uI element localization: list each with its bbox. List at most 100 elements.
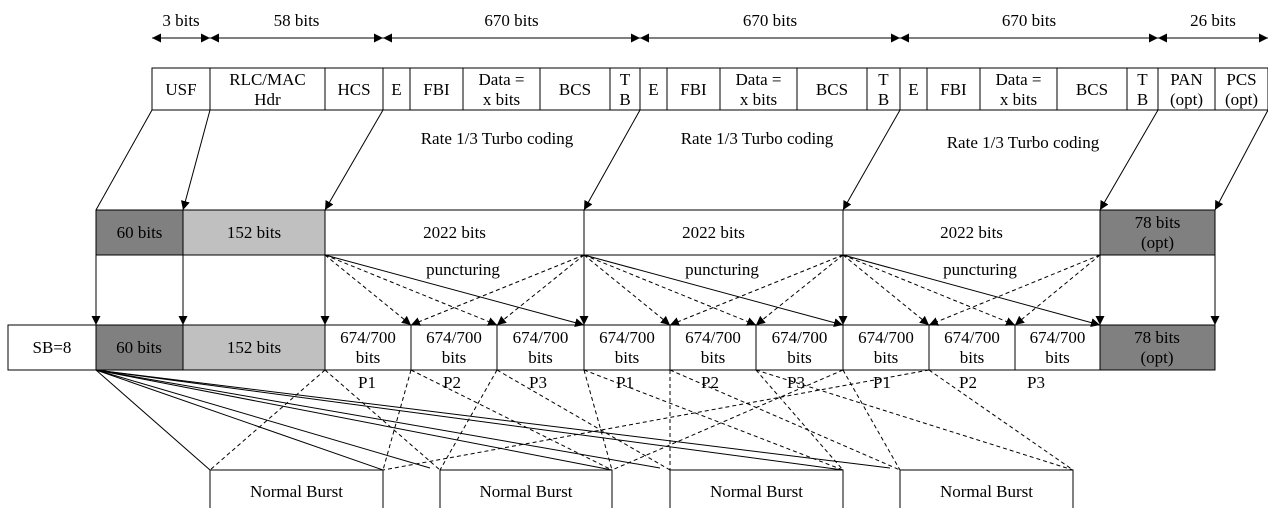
- coded-block: [583, 209, 844, 256]
- punctured-block: [324, 324, 412, 371]
- interleaving-line: [842, 369, 901, 471]
- interleaving-line: [755, 369, 844, 471]
- header-field: [796, 67, 868, 111]
- header-field-label: E: [648, 80, 658, 99]
- interleaving-line: [496, 369, 671, 471]
- header-block-label: 152 bits: [227, 338, 281, 357]
- connector-line: [95, 369, 661, 469]
- connector-line: [583, 109, 641, 211]
- puncturing-label: puncturing: [426, 260, 500, 279]
- connector-line: [842, 254, 930, 326]
- connector-line: [583, 254, 844, 327]
- connector-line: [755, 254, 844, 326]
- puncturing-scheme-label: P2: [701, 373, 719, 392]
- connector-line: [181, 109, 211, 211]
- connector-line: [410, 254, 585, 326]
- connector-line: [95, 369, 384, 471]
- header-field-label: BCS: [816, 80, 848, 99]
- header-field: [1214, 67, 1268, 111]
- normal-burst-box: [209, 469, 384, 508]
- interleaving-line: [755, 369, 1074, 471]
- tail-block: [1099, 324, 1216, 371]
- puncturing-label: puncturing: [685, 260, 759, 279]
- punctured-block-label: 674/700 bits: [340, 328, 396, 367]
- interleaving-line: [209, 369, 326, 471]
- connector-line: [95, 369, 613, 471]
- punctured-blocks-row: SB=8 60 bits 152 bits 674/700 bits 674/700 bit…: [7, 324, 1216, 371]
- tail-block-label: 78 bits (opt): [1134, 328, 1180, 367]
- header-field-label: FBI: [940, 80, 967, 99]
- normal-burst-box: [439, 469, 613, 508]
- normal-burst-box: [899, 469, 1074, 508]
- coded-block-label: 152 bits: [227, 223, 281, 242]
- punctured-block-label: 674/700 bits: [772, 328, 828, 367]
- connector-line: [583, 254, 671, 326]
- punctured-block: [755, 324, 844, 371]
- header-field: [609, 67, 641, 111]
- header-field-label: HCS: [337, 80, 370, 99]
- header-field-label: USF: [165, 80, 196, 99]
- header-field-label: FBI: [680, 80, 707, 99]
- connector-line: [842, 254, 1101, 327]
- connector-line: [928, 254, 1101, 326]
- header-field: [899, 67, 928, 111]
- puncturing-scheme-label: P2: [959, 373, 977, 392]
- interleaving-line: [382, 369, 412, 471]
- turbo-coding-label: Rate 1/3 Turbo coding: [947, 133, 1100, 152]
- bit-width-label: 670 bits: [743, 11, 797, 30]
- header-field-label: PAN (opt): [1170, 70, 1203, 109]
- bit-width-label: 670 bits: [484, 11, 538, 30]
- puncturing-label: puncturing: [943, 260, 1017, 279]
- connector-line: [842, 109, 901, 211]
- interleaving-line: [410, 369, 613, 471]
- puncturing-scheme-label: P1: [616, 373, 634, 392]
- header-field: [979, 67, 1058, 111]
- punctured-block-label: 674/700 bits: [513, 328, 569, 367]
- header-field: [666, 67, 721, 111]
- turbo-coding-label: Rate 1/3 Turbo coding: [681, 129, 834, 148]
- coded-block-label: 78 bits (opt): [1135, 213, 1181, 252]
- header-field-label: PCS (opt): [1225, 70, 1258, 109]
- punctured-block-label: 674/700 bits: [685, 328, 741, 367]
- puncturing-scheme-label: P1: [358, 373, 376, 392]
- puncturing-scheme-labels: P1 P2 P3 P1 P2 P3 P1 P2 P3: [358, 373, 1045, 392]
- header-field: [926, 67, 981, 111]
- connector-line: [1214, 109, 1268, 211]
- header-field-label: BCS: [1076, 80, 1108, 99]
- normal-burst-label: Normal Burst: [940, 482, 1033, 501]
- connector-line: [95, 369, 431, 469]
- header-fields-row: USF RLC/MAC Hdr HCS E FBI Data = x bits BCS T B E FB…: [151, 67, 1268, 111]
- turbo-coding-labels: Rate 1/3 Turbo coding Rate 1/3 Turbo codi…: [421, 129, 1100, 152]
- punctured-block: [928, 324, 1016, 371]
- bit-width-label: 670 bits: [1002, 11, 1056, 30]
- punctured-block-label: 674/700 bits: [426, 328, 482, 367]
- connector-line: [1014, 254, 1101, 326]
- puncturing-scheme-label: P2: [443, 373, 461, 392]
- connector-line: [842, 254, 1016, 326]
- punctured-block-label: 674/700 bits: [944, 328, 1000, 367]
- connector-line: [669, 254, 844, 326]
- coded-block-label: 60 bits: [117, 223, 163, 242]
- header-field-label: E: [391, 80, 401, 99]
- interleaving-line: [382, 369, 930, 471]
- connector-line: [95, 369, 844, 471]
- punctured-block-label: 674/700 bits: [858, 328, 914, 367]
- stealing-bits-block: [7, 324, 97, 371]
- header-field: [1157, 67, 1216, 111]
- normal-burst-label: Normal Burst: [479, 482, 572, 501]
- coded-block: [324, 209, 585, 256]
- connector-line: [1099, 109, 1159, 211]
- normal-burst-label: Normal Burst: [710, 482, 803, 501]
- coded-block: [95, 209, 184, 256]
- puncturing-scheme-label: P3: [1027, 373, 1045, 392]
- coded-blocks-row: 60 bits 152 bits 2022 bits 2022 bits 2022 bi…: [95, 209, 1216, 256]
- bit-width-row: 3 bits 58 bits 670 bits 670 bits 670 bits 26 …: [152, 11, 1268, 43]
- bit-width-label: 3 bits: [162, 11, 199, 30]
- header-field: [462, 67, 541, 111]
- header-field-label: BCS: [559, 80, 591, 99]
- connector-line: [324, 109, 384, 211]
- bit-width-label: 58 bits: [274, 11, 320, 30]
